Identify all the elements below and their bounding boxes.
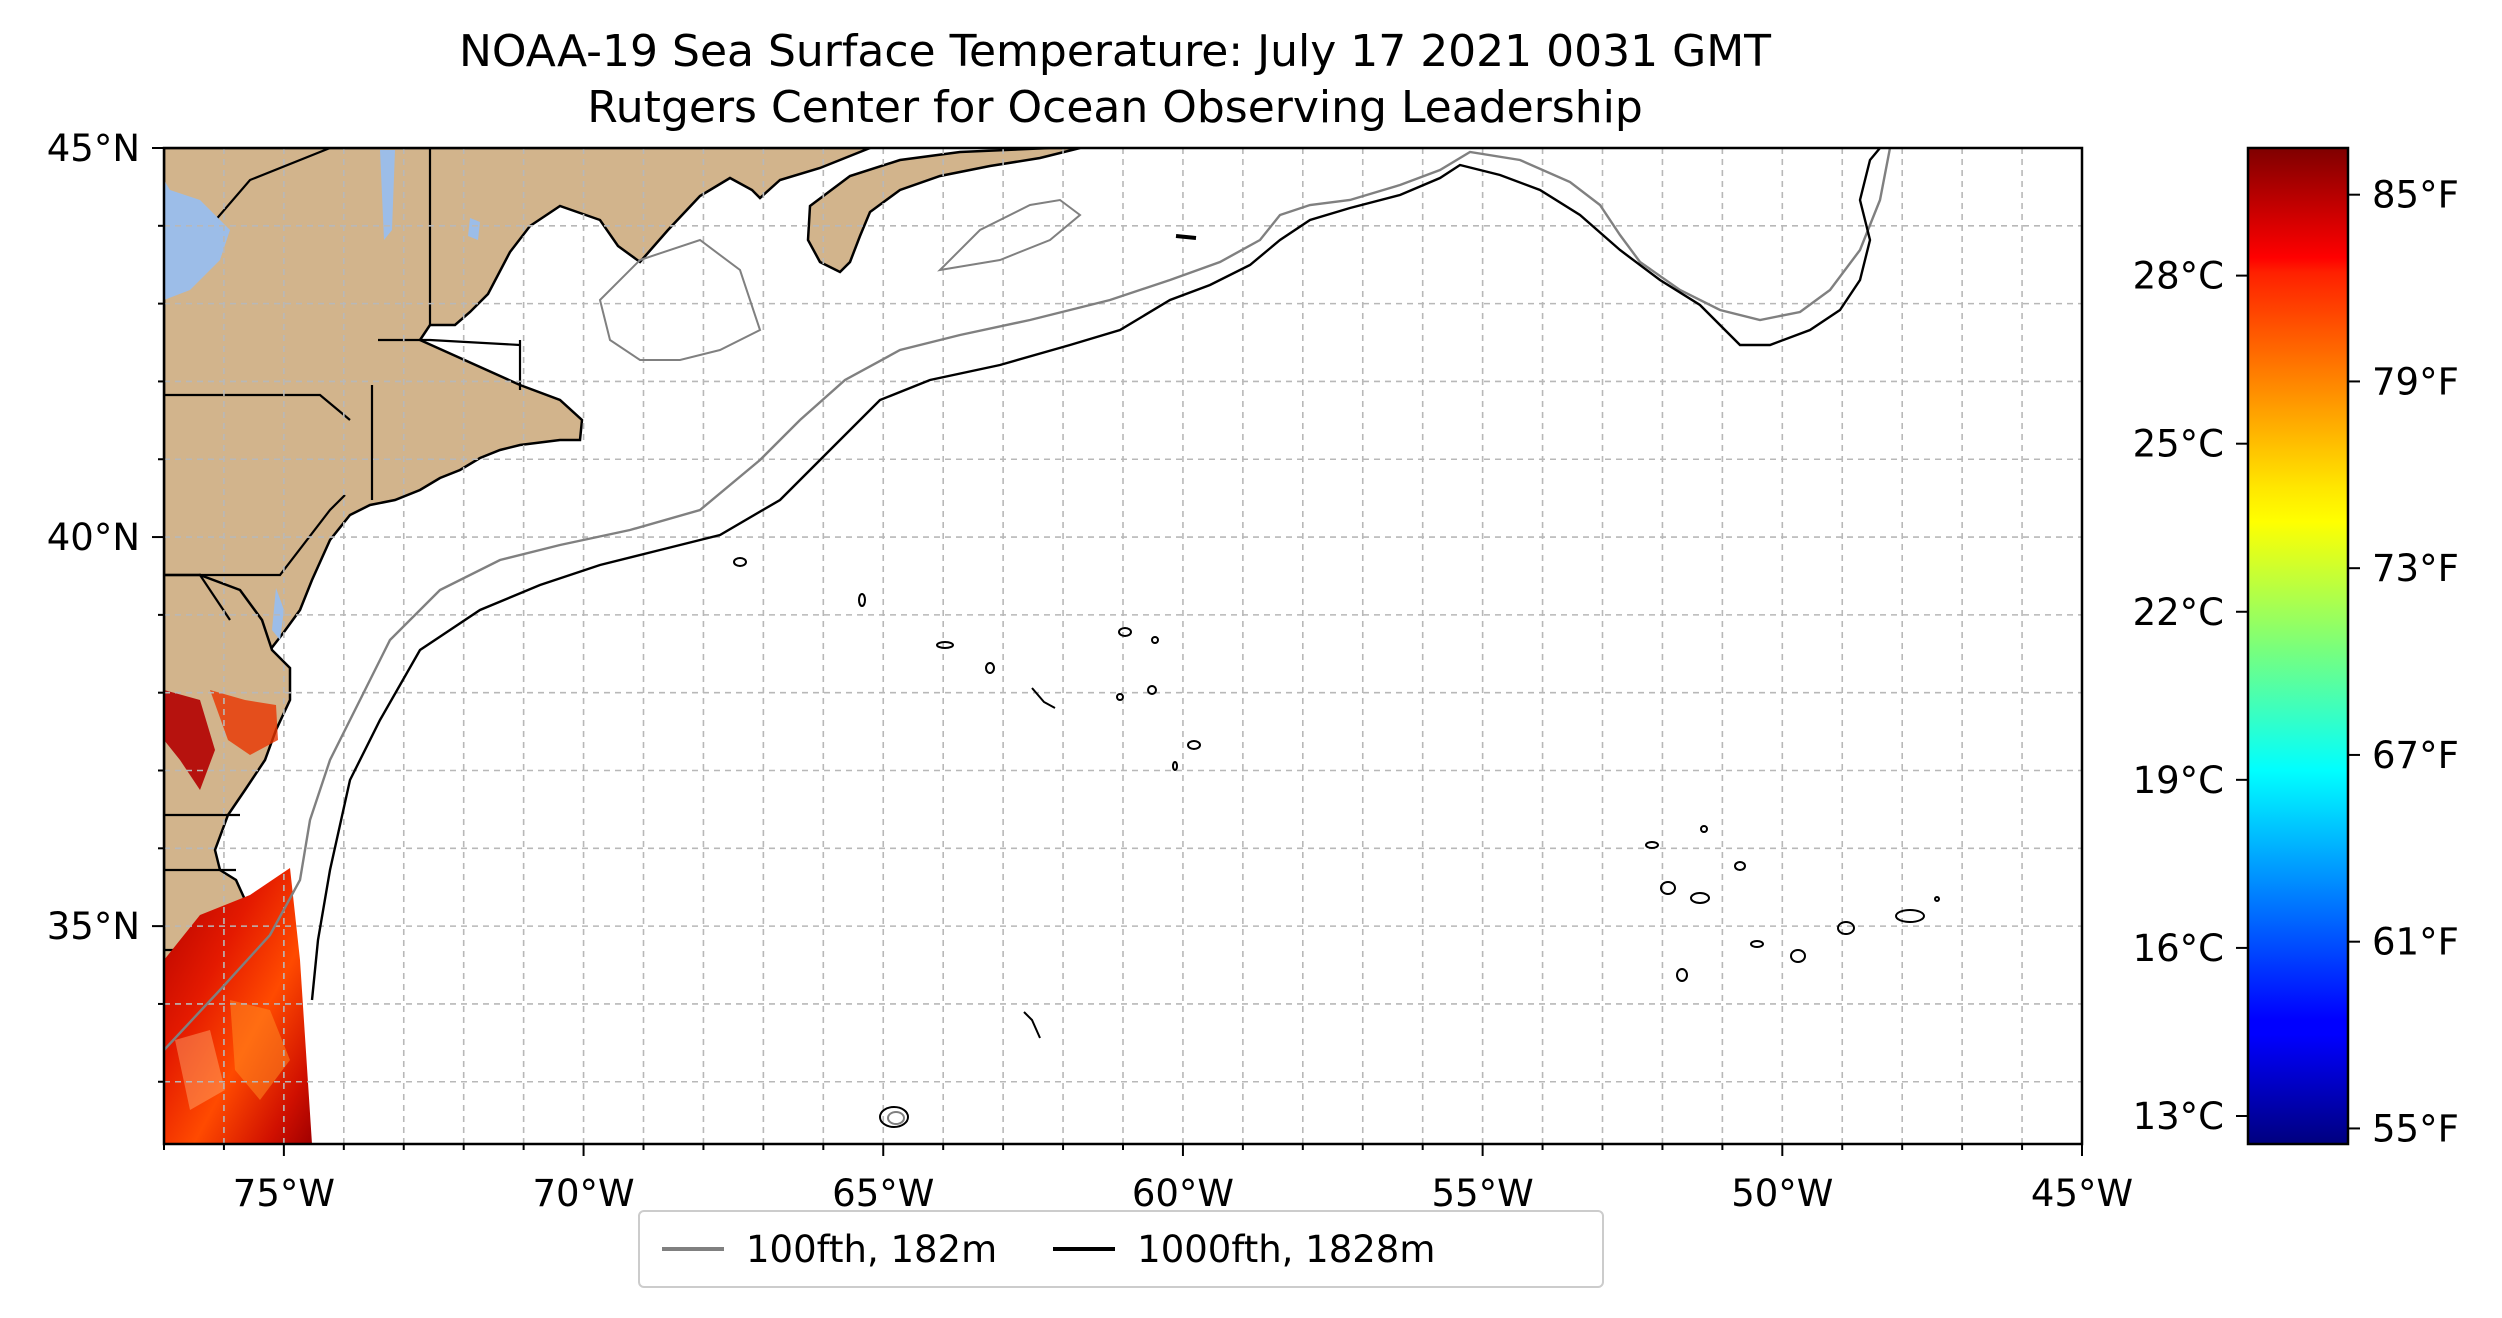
colorbar-celsius-label: 28°C xyxy=(2133,255,2224,298)
sst-swath xyxy=(164,690,312,1144)
legend-swatch-1000fth xyxy=(1053,1247,1116,1251)
colorbar-fahrenheit-label: 85°F xyxy=(2372,174,2459,217)
colorbar-gradient xyxy=(2246,146,2350,1146)
colorbar-celsius-ticks: 13°C 16°C 19°C 22°C 25°C 28°C xyxy=(2133,255,2248,1138)
lon-tick-label: 70°W xyxy=(532,1172,634,1215)
seamounts xyxy=(733,557,1940,1128)
inland-lakes xyxy=(164,150,480,640)
isobath-1000fth xyxy=(310,148,1881,1001)
colorbar-fahrenheit-label: 73°F xyxy=(2372,547,2459,590)
longitude-axis: 75°W 70°W 65°W 60°W 55°W 50°W 45°W xyxy=(163,1144,2133,1215)
lat-tick-label: 45°N xyxy=(47,127,140,170)
colorbar-fahrenheit-label: 67°F xyxy=(2372,734,2459,777)
colorbar-fahrenheit-label: 79°F xyxy=(2372,360,2459,403)
legend-label-1000fth: 1000fth, 1828m xyxy=(1137,1227,1436,1271)
map-area xyxy=(164,148,2082,1144)
lon-tick-label: 55°W xyxy=(1432,1172,1534,1215)
sable-island xyxy=(1175,234,1197,240)
colorbar-fahrenheit-label: 61°F xyxy=(2372,921,2459,964)
colorbar-fahrenheit-label: 55°F xyxy=(2372,1107,2459,1150)
legend-label-100fth: 100fth, 182m xyxy=(746,1227,998,1271)
map-title: NOAA-19 Sea Surface Temperature: July 17… xyxy=(458,26,1772,77)
lat-tick-label: 35°N xyxy=(47,905,140,948)
map-legend: 100fth, 182m 1000fth, 1828m xyxy=(638,1210,1604,1288)
lon-tick-label: 75°W xyxy=(233,1172,335,1215)
isobath-shelf-east xyxy=(937,198,1082,272)
lon-tick-label: 60°W xyxy=(1132,1172,1234,1215)
colorbar-fahrenheit-ticks: 55°F 61°F 67°F 73°F 79°F 85°F xyxy=(2348,174,2459,1150)
lat-tick-label: 40°N xyxy=(47,516,140,559)
isobath-100fth xyxy=(164,148,1892,1051)
legend-swatch-100fth xyxy=(662,1247,724,1251)
legend-item-100fth: 100fth, 182m xyxy=(662,1228,997,1271)
lon-tick-label: 50°W xyxy=(1731,1172,1833,1215)
colorbar: 13°C 16°C 19°C 22°C 25°C 28°C 55°F 61°F 67°F 73°… xyxy=(2133,146,2459,1150)
colorbar-celsius-label: 25°C xyxy=(2133,423,2224,466)
colorbar-celsius-label: 22°C xyxy=(2133,591,2224,634)
lon-tick-label: 65°W xyxy=(832,1172,934,1215)
colorbar-celsius-label: 19°C xyxy=(2133,759,2224,802)
isobath-georges-bank xyxy=(598,238,762,361)
land-nova-scotia xyxy=(806,148,1081,274)
colorbar-celsius-label: 13°C xyxy=(2133,1095,2224,1138)
latitude-axis: 35°N 40°N 45°N xyxy=(47,127,164,1083)
map-subtitle: Rutgers Center for Ocean Observing Leade… xyxy=(587,82,1643,133)
graticule xyxy=(164,148,2082,1144)
legend-item-1000fth: 1000fth, 1828m xyxy=(1053,1228,1435,1271)
lon-tick-label: 45°W xyxy=(2031,1172,2133,1215)
colorbar-celsius-label: 16°C xyxy=(2133,927,2224,970)
